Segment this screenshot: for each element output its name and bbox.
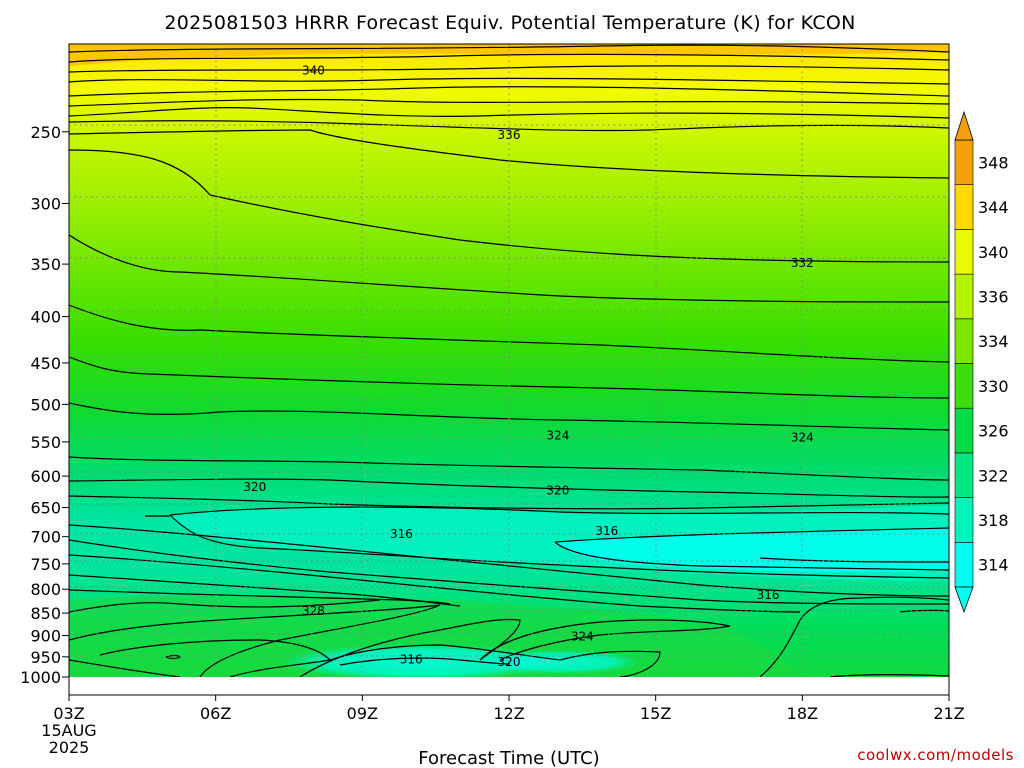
- colorbar-swatch: [954, 229, 974, 275]
- contour-labels: 340 336 332 324 324 320 320 316 316 316 328 324 316 3…: [243, 64, 814, 669]
- warm-top-band: [69, 44, 949, 66]
- colorbar-swatch: [954, 541, 974, 588]
- y-tick-label: 250: [30, 123, 61, 142]
- colorbar-swatch: [954, 363, 974, 409]
- contour-label: 336: [498, 128, 521, 142]
- contour-label: 320: [546, 483, 569, 497]
- x-date-year: 2025: [49, 738, 90, 757]
- colorbar-swatch: [954, 273, 974, 320]
- colorbar-swatch: [954, 497, 974, 543]
- contour-label: 320: [498, 655, 521, 669]
- colorbar-label: 314: [978, 556, 1009, 575]
- colorbar-swatch: [954, 184, 974, 230]
- x-axis: 03Z 06Z 09Z 12Z 15Z 18Z 21Z: [53, 695, 965, 723]
- chart-title: 2025081503 HRRR Forecast Equiv. Potentia…: [164, 12, 855, 34]
- y-tick-label: 850: [30, 604, 61, 623]
- y-tick-label: 1000: [20, 668, 61, 687]
- x-axis-label: Forecast Time (UTC): [418, 748, 599, 768]
- y-axis: 250 300 350 400 450 500 550 600 650 700 750 800 850 9…: [20, 123, 69, 687]
- x-tick-label: 03Z: [53, 704, 84, 723]
- contour-label: 316: [400, 653, 423, 667]
- colorbar-label: 326: [978, 422, 1009, 441]
- y-tick-label: 450: [30, 354, 61, 373]
- plot-area: 340 336 332 324 324 320 320 316 316 316 328 324 316 3…: [69, 44, 949, 695]
- y-tick-label: 800: [30, 580, 61, 599]
- y-tick-label: 350: [30, 255, 61, 274]
- x-tick-label: 21Z: [933, 704, 964, 723]
- x-tick-label: 06Z: [200, 704, 231, 723]
- y-tick-label: 950: [30, 648, 61, 667]
- contour-label: 332: [791, 256, 814, 270]
- colorbar-lower-arrow: [954, 586, 974, 614]
- contour-label: 316: [390, 527, 413, 541]
- grid-lines: [69, 44, 949, 677]
- credit-text: coolwx.com/models: [857, 746, 1014, 764]
- colorbar-label: 344: [978, 198, 1009, 217]
- colorbar: 314 318 322 326 330 334 336 340 344 348: [954, 110, 1009, 614]
- y-tick-label: 650: [30, 499, 61, 518]
- colorbar-label: 336: [978, 287, 1009, 306]
- x-tick-label: 18Z: [787, 704, 818, 723]
- colorbar-label: 318: [978, 511, 1009, 530]
- ground: [69, 677, 949, 695]
- contour-label: 316: [757, 588, 780, 602]
- colorbar-swatch: [954, 139, 974, 186]
- colorbar-label: 348: [978, 153, 1009, 172]
- contour-label: 316: [595, 524, 618, 538]
- contour-label: 328: [302, 604, 325, 618]
- colorbar-swatch: [954, 318, 974, 364]
- x-date-day: 15AUG: [41, 721, 96, 740]
- colorbar-label: 334: [978, 332, 1009, 351]
- contour-label: 324: [791, 431, 814, 445]
- contour-lines: [69, 44, 949, 677]
- contour-label: 340: [302, 64, 325, 78]
- colorbar-swatch: [954, 407, 974, 454]
- y-tick-label: 700: [30, 528, 61, 547]
- x-tick-label: 09Z: [347, 704, 378, 723]
- y-tick-label: 550: [30, 433, 61, 452]
- y-tick-label: 500: [30, 395, 61, 414]
- colorbar-label: 340: [978, 243, 1009, 262]
- contour-label: 324: [546, 428, 569, 442]
- colorbar-swatch: [954, 452, 974, 498]
- y-tick-label: 400: [30, 308, 61, 327]
- x-tick-label: 12Z: [493, 704, 524, 723]
- colorbar-upper-arrow: [954, 110, 974, 141]
- y-tick-label: 600: [30, 467, 61, 486]
- y-tick-label: 900: [30, 627, 61, 646]
- y-tick-label: 750: [30, 555, 61, 574]
- colorbar-label: 322: [978, 466, 1009, 485]
- x-tick-label: 15Z: [640, 704, 671, 723]
- colorbar-label: 330: [978, 377, 1009, 396]
- contour-label: 324: [571, 629, 594, 643]
- contour-label: 320: [243, 480, 266, 494]
- y-tick-label: 300: [30, 194, 61, 213]
